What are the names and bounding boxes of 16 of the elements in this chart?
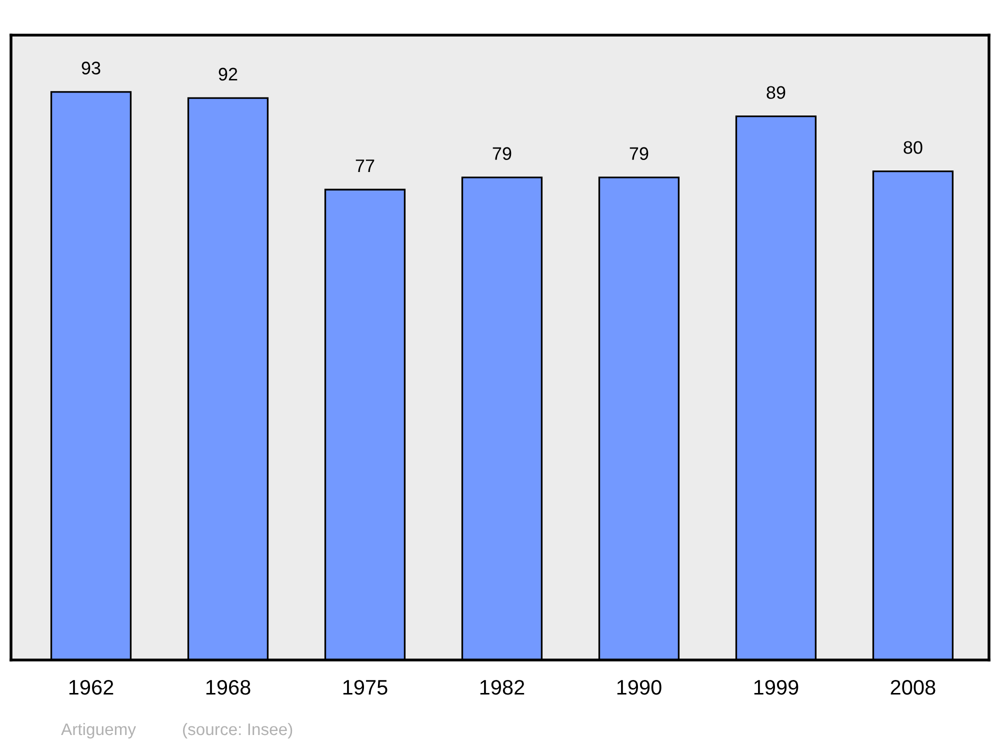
data-label: 77 <box>356 160 374 172</box>
x-tick-label: 2008 <box>890 680 936 695</box>
x-tick-label: 1982 <box>480 680 524 695</box>
data-label: 89 <box>766 86 786 99</box>
x-tick-label: 1975 <box>343 680 388 695</box>
data-label: 79 <box>630 147 648 160</box>
data-label: 79 <box>492 147 512 160</box>
x-tick-label: 1990 <box>617 680 662 695</box>
data-label: 93 <box>82 62 100 74</box>
text: (source: Insee) <box>183 722 292 738</box>
data-label: 80 <box>904 141 922 154</box>
text: Artiguemy <box>61 722 136 739</box>
x-tick-label: 1962 <box>69 680 114 695</box>
x-tick-label: 1999 <box>754 680 798 695</box>
data-label: 92 <box>218 68 238 81</box>
x-tick-label: 1968 <box>206 680 250 695</box>
